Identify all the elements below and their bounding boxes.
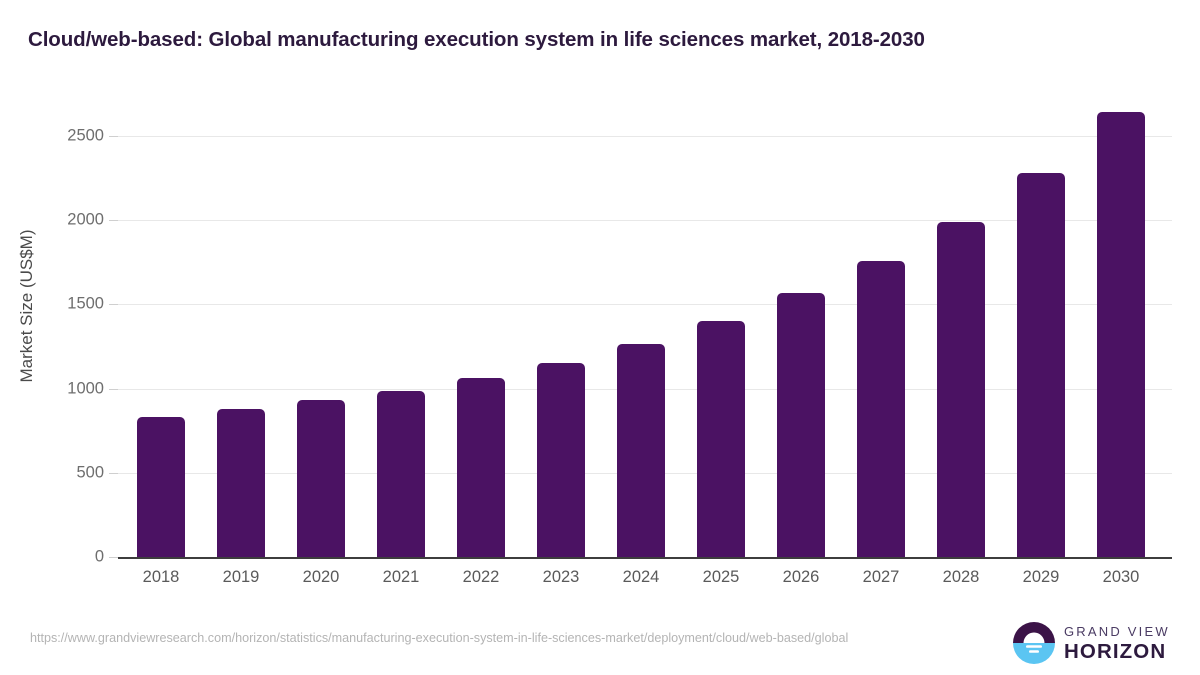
x-axis-line	[118, 557, 1172, 559]
x-tick-label: 2028	[942, 568, 980, 586]
gridline	[118, 304, 1172, 306]
brand-logo[interactable]: GRAND VIEW HORIZON	[1012, 620, 1172, 668]
x-tick-label: 2029	[1022, 568, 1060, 586]
x-tick-label: 2030	[1102, 568, 1140, 586]
bar[interactable]	[697, 320, 745, 558]
y-tick-label: 2000	[67, 210, 104, 229]
gridline	[118, 136, 1172, 137]
x-tick-label: 2025	[702, 568, 740, 586]
y-tick-dash	[109, 220, 118, 222]
x-tick-label: 2023	[542, 568, 580, 586]
plot-area	[118, 95, 1172, 558]
bar[interactable]	[137, 417, 185, 558]
source-url[interactable]: https://www.grandviewresearch.com/horizo…	[30, 631, 849, 645]
x-tick-label: 2026	[782, 568, 820, 586]
logo-wordmark: GRAND VIEW HORIZON	[1064, 624, 1170, 663]
bar[interactable]	[617, 344, 665, 558]
x-tick-label: 2018	[142, 568, 180, 586]
x-tick-label: 2022	[462, 568, 500, 586]
bar[interactable]	[217, 408, 265, 558]
y-tick-dash	[109, 388, 118, 390]
bar[interactable]	[457, 377, 505, 558]
y-tick-dash	[109, 136, 118, 137]
bar[interactable]	[297, 399, 345, 558]
logo-text-bottom: HORIZON	[1064, 640, 1167, 663]
y-axis-ticks: 0 500 1000 1500 2000 2500	[0, 0, 118, 675]
y-tick-dash	[109, 304, 118, 306]
horizon-mark-icon	[1013, 622, 1055, 664]
x-tick-label: 2021	[382, 568, 420, 586]
bar[interactable]	[1097, 112, 1145, 558]
x-tick-label: 2027	[862, 568, 900, 586]
y-tick-label: 1500	[67, 294, 104, 313]
y-tick-label: 1000	[67, 379, 104, 398]
bar[interactable]	[937, 221, 985, 558]
x-tick-label: 2024	[622, 568, 660, 586]
gridline	[118, 220, 1172, 222]
y-tick-dash	[109, 557, 118, 558]
bar[interactable]	[377, 391, 425, 558]
y-tick-label: 500	[76, 463, 104, 482]
logo-text-top: GRAND VIEW	[1064, 624, 1170, 639]
bar[interactable]	[1017, 172, 1065, 558]
x-tick-label: 2019	[222, 568, 260, 586]
x-tick-label: 2020	[302, 568, 340, 586]
y-tick-label: 0	[94, 547, 104, 566]
y-tick-dash	[109, 472, 118, 474]
bar[interactable]	[857, 260, 905, 558]
y-tick-label: 2500	[67, 126, 104, 145]
bar[interactable]	[537, 362, 585, 558]
bar[interactable]	[777, 293, 825, 558]
page-title: Cloud/web-based: Global manufacturing ex…	[28, 28, 925, 51]
